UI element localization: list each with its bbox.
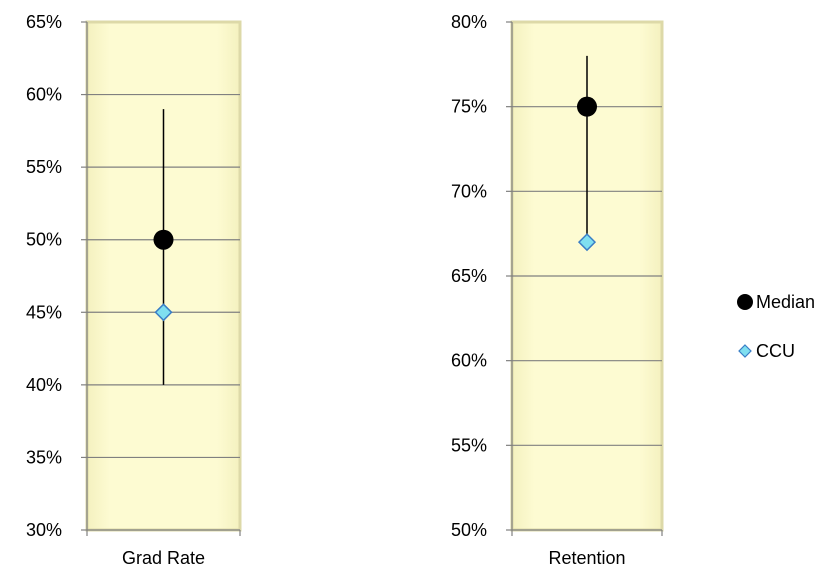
y-tick-label: 75% [451,97,487,117]
x-category-label: Retention [548,548,625,568]
y-tick-label: 80% [451,12,487,32]
y-tick-label: 35% [26,447,62,467]
y-tick-label: 55% [451,435,487,455]
median-point [577,96,597,117]
chart-panel-grad-rate: 30% 35% 40% 45% 50% 55% 60% 65% Grad Rate [26,12,242,568]
legend-label: Median [756,292,815,312]
ccu-point [154,303,173,322]
y-tick-label: 50% [451,520,487,540]
y-tick-label: 65% [451,266,487,286]
y-tick-label: 60% [451,351,487,371]
legend-label: CCU [756,341,795,361]
legend-diamond-icon [738,344,752,358]
legend: Median CCU [737,292,815,361]
y-tick-label: 50% [26,230,62,250]
median-point [153,229,174,250]
y-tick-label: 60% [26,85,62,105]
ccu-point [577,233,597,252]
y-tick-label: 65% [26,12,62,32]
legend-item-ccu: CCU [738,341,795,361]
legend-item-median: Median [737,292,815,312]
y-tick-label: 45% [26,302,62,322]
y-tick-label: 30% [26,520,62,540]
legend-circle-icon [737,294,753,310]
y-tick-label: 70% [451,181,487,201]
x-category-label: Grad Rate [122,548,205,568]
y-tick-label: 55% [26,157,62,177]
y-tick-label: 40% [26,375,62,395]
chart-panel-retention: 50% 55% 60% 65% 70% 75% 80% Retention [451,12,664,568]
